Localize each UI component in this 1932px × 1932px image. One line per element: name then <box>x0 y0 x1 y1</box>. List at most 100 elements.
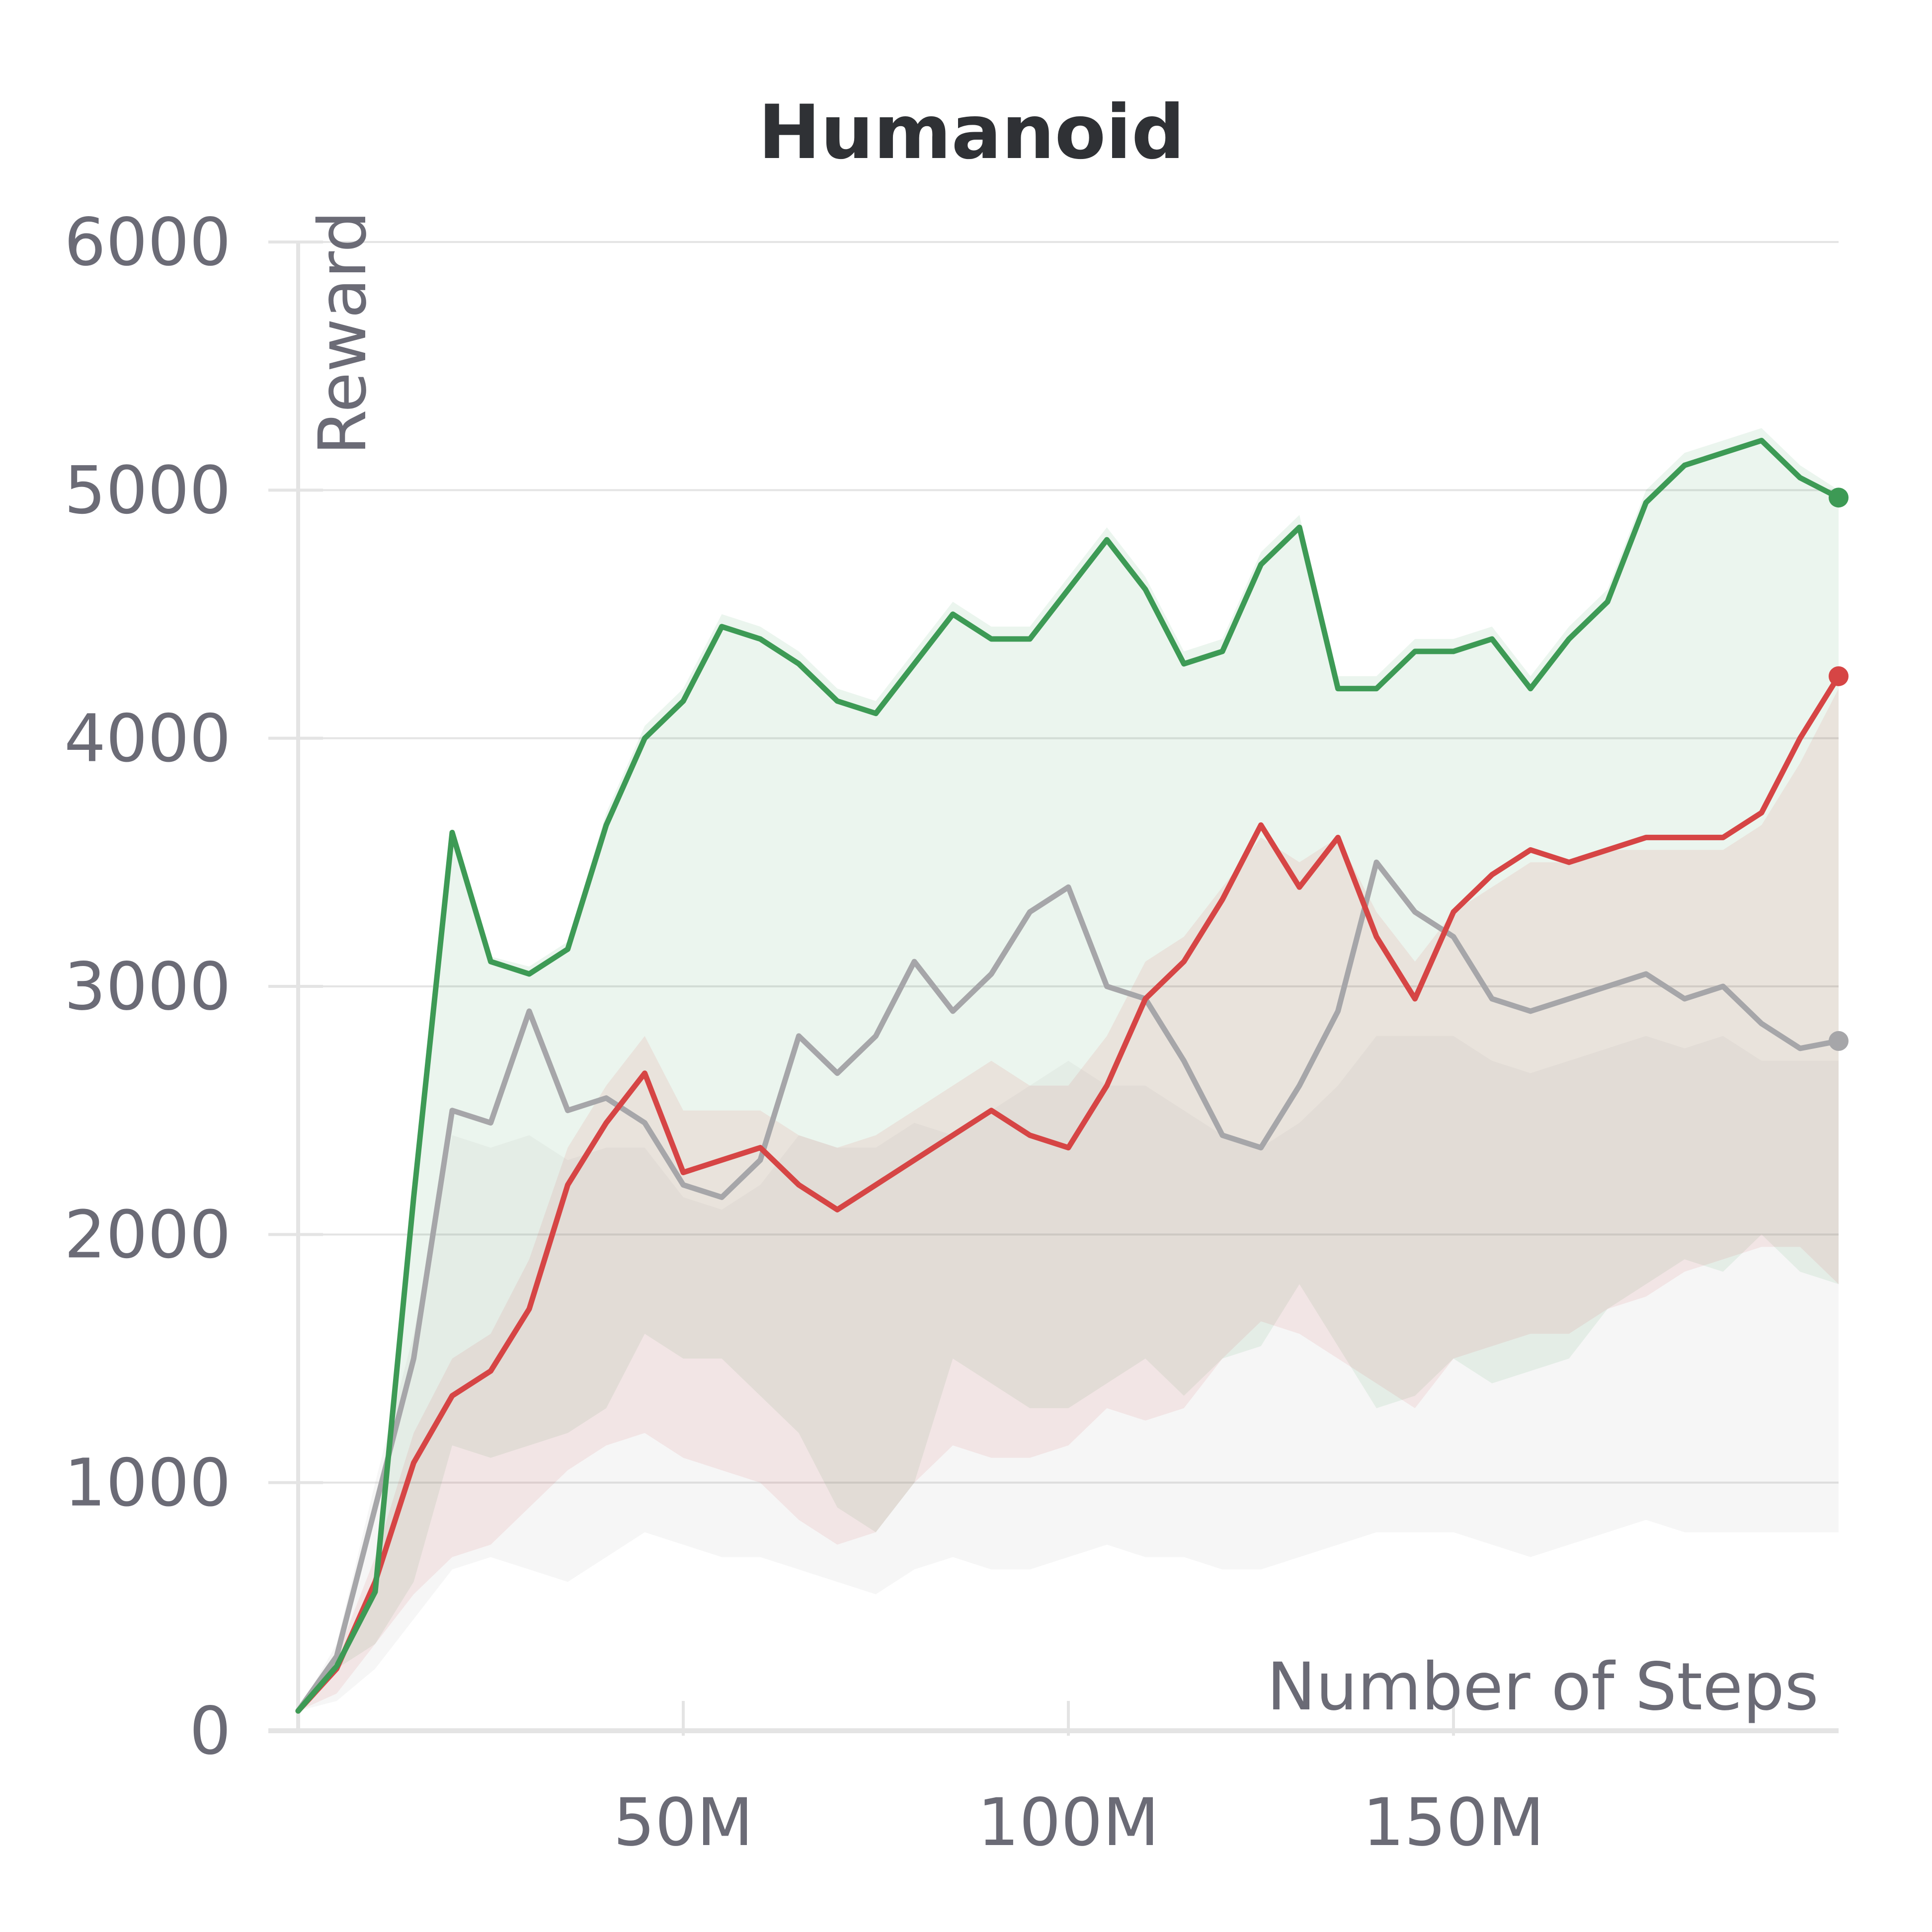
series-2-point-27 <box>1336 1009 1340 1013</box>
y-tick-label-6000: 6000 <box>64 204 231 281</box>
series-0-point-4 <box>451 831 454 834</box>
series-2-point-21 <box>1105 985 1109 988</box>
series-0-point-23 <box>1182 662 1186 665</box>
series-0-point-24 <box>1221 649 1224 653</box>
series-0-point-6 <box>528 972 531 976</box>
series-0-point-20 <box>1067 588 1070 591</box>
series-1-point-26 <box>1298 886 1301 889</box>
series-2-point-29 <box>1413 910 1417 914</box>
series-2-point-37 <box>1721 985 1725 988</box>
series-1-point-30 <box>1452 910 1455 914</box>
series-0-point-2 <box>374 1590 377 1594</box>
series-1-point-6 <box>528 1307 531 1311</box>
series-0-point-7 <box>566 948 569 951</box>
series-2-point-19 <box>1028 910 1032 914</box>
series-1-band <box>298 688 1839 1711</box>
series-0-point-17 <box>951 613 955 616</box>
series-1-point-17 <box>951 1133 955 1137</box>
series-0-point-21 <box>1105 538 1109 542</box>
series-0-point-9 <box>643 736 646 740</box>
series-0-point-28 <box>1375 687 1378 690</box>
series-0-point-36 <box>1683 464 1686 467</box>
series-2-band <box>298 1036 1839 1711</box>
series-1-point-34 <box>1606 848 1609 852</box>
series-0-point-34 <box>1606 600 1609 604</box>
series-1-point-11 <box>720 1158 724 1162</box>
series-2-point-15 <box>874 1034 878 1038</box>
series-0-point-22 <box>1144 588 1147 591</box>
series-2-point-33 <box>1567 997 1571 1000</box>
series-0-end-marker <box>1829 487 1849 508</box>
series-1-point-18 <box>990 1109 993 1112</box>
series-0-point-33 <box>1567 637 1571 641</box>
series-2-point-34 <box>1606 985 1609 988</box>
series-0-point-1 <box>335 1665 338 1668</box>
series-0-point-10 <box>682 699 685 703</box>
series-2-point-14 <box>836 1071 839 1075</box>
series-0-point-29 <box>1413 649 1417 653</box>
y-axis-label: Reward <box>305 211 381 455</box>
y-tick-label-4000: 4000 <box>64 701 231 777</box>
series-2-point-12 <box>759 1158 762 1162</box>
series-0-point-8 <box>605 823 608 827</box>
series-lines <box>295 438 1849 1714</box>
series-2-point-31 <box>1490 997 1494 1000</box>
series-0-point-30 <box>1452 649 1455 653</box>
series-2-point-13 <box>797 1034 801 1038</box>
series-2-point-11 <box>720 1196 724 1199</box>
series-2-point-35 <box>1644 972 1648 976</box>
y-tick-label-1000: 1000 <box>64 1445 231 1522</box>
series-2-point-6 <box>528 1009 531 1013</box>
axes <box>268 241 1839 1736</box>
y-tick-label-5000: 5000 <box>64 452 231 529</box>
series-2-point-36 <box>1683 997 1686 1000</box>
series-1-point-36 <box>1683 836 1686 839</box>
series-1-point-13 <box>797 1183 801 1187</box>
series-2-point-3 <box>412 1357 415 1360</box>
series-1-point-3 <box>412 1461 415 1464</box>
series-2-point-20 <box>1067 886 1070 889</box>
series-1-point-35 <box>1644 836 1648 839</box>
series-1-point-24 <box>1221 898 1224 901</box>
series-1-point-39 <box>1798 736 1802 740</box>
tick-labels: 0 1000 2000 3000 4000 5000 6000 50M 100M 150M <box>64 204 1544 1861</box>
x-tick-label-150M: 150M <box>1363 1784 1544 1861</box>
confidence-bands <box>298 428 1839 1711</box>
series-0-point-13 <box>797 662 801 665</box>
series-2-end-marker <box>1829 1031 1849 1051</box>
series-1-point-32 <box>1529 848 1532 852</box>
series-2-point-5 <box>489 1121 492 1125</box>
series-0-point-27 <box>1336 687 1340 690</box>
series-0-point-14 <box>836 699 839 703</box>
series-0-point-35 <box>1644 501 1648 504</box>
y-tick-label-2000: 2000 <box>64 1197 231 1273</box>
series-2-point-39 <box>1798 1046 1802 1050</box>
series-1-point-9 <box>643 1071 646 1075</box>
series-0-point-16 <box>913 662 916 665</box>
series-1-point-20 <box>1067 1146 1070 1149</box>
series-2-point-4 <box>451 1109 454 1112</box>
series-2-point-23 <box>1182 1059 1186 1062</box>
series-1-point-14 <box>836 1208 839 1211</box>
series-0-point-32 <box>1529 687 1532 690</box>
series-0-point-11 <box>720 625 724 628</box>
series-0-point-39 <box>1798 476 1802 480</box>
series-2-point-7 <box>566 1109 569 1112</box>
series-2-point-18 <box>990 972 993 976</box>
series-1-point-31 <box>1490 873 1494 877</box>
series-1-point-27 <box>1336 836 1340 839</box>
series-2-point-2 <box>374 1506 377 1509</box>
series-2-point-26 <box>1298 1084 1301 1087</box>
series-0-point-38 <box>1760 439 1763 442</box>
series-1-point-12 <box>759 1146 762 1149</box>
series-2-point-17 <box>951 1009 955 1013</box>
series-1-point-25 <box>1259 823 1263 827</box>
series-0-point-26 <box>1298 526 1301 529</box>
series-1-point-29 <box>1413 997 1417 1000</box>
series-1-point-10 <box>682 1171 685 1174</box>
series-2-point-9 <box>643 1121 646 1125</box>
series-0-point-25 <box>1259 563 1263 566</box>
series-2-point-32 <box>1529 1009 1532 1013</box>
